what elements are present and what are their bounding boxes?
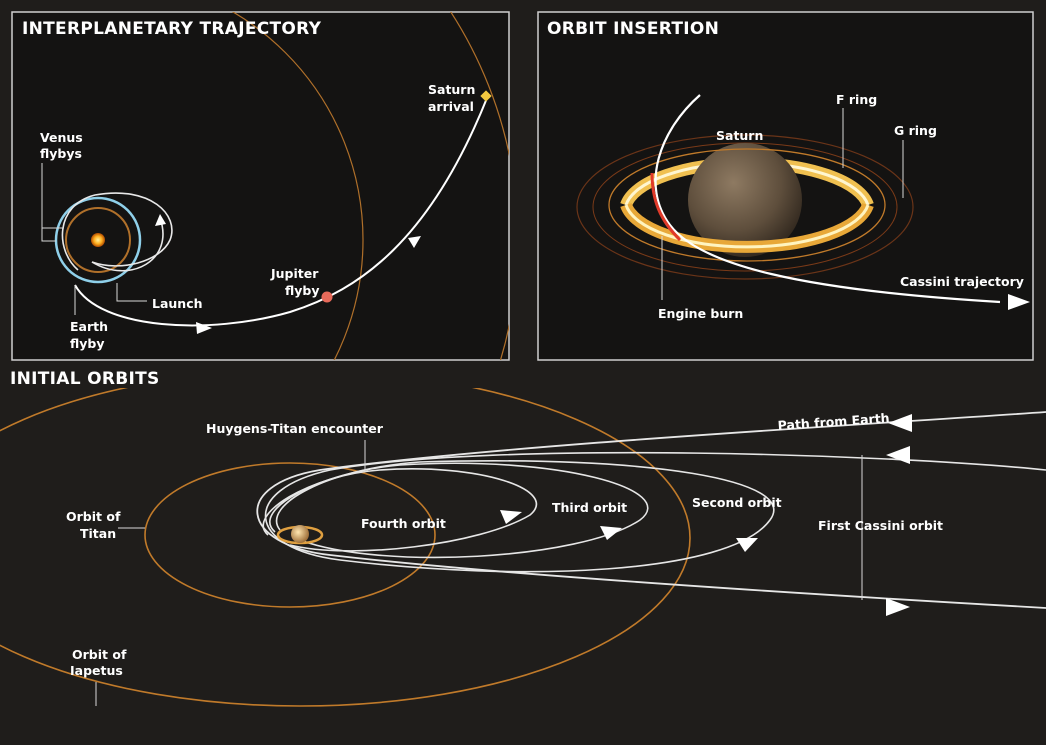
cassini-trajectory-arrow-icon <box>1008 294 1030 310</box>
fourth-orbit-arrow-icon <box>500 510 522 524</box>
titan-label-line1: Orbit of <box>66 509 121 524</box>
venus-loop-path <box>61 192 173 271</box>
cassini-insertion-trajectory <box>654 94 1001 304</box>
path-from-earth-arrow-icon <box>888 414 912 432</box>
jupiter-label-line2: flyby <box>285 283 320 298</box>
earth-label-line1: Earth <box>70 319 108 334</box>
engine-burn-segment <box>650 172 682 242</box>
second-orbit-path <box>264 451 1046 573</box>
saturn-arrival-line2: arrival <box>428 99 474 114</box>
launch-label: Launch <box>152 296 203 311</box>
interplanetary-trajectory <box>74 97 488 327</box>
saturn-arrival-line1: Saturn <box>428 82 475 97</box>
fourth-orbit-label: Fourth orbit <box>361 516 446 531</box>
initial-orbits-panel: INITIAL ORBITS Huygens-Titan enc <box>0 369 1046 707</box>
interplanetary-title: INTERPLANETARY TRAJECTORY <box>22 19 322 39</box>
iapetus-label-line1: Orbit of <box>72 647 127 662</box>
loop-arrow-icon <box>155 214 166 226</box>
venus-loop-path-2 <box>91 217 164 272</box>
jupiter-orbit-arc <box>231 12 364 360</box>
trajectory-arrow-icon-2 <box>408 236 421 248</box>
venus-leader-line <box>41 163 56 242</box>
venus-label-line2: flybys <box>40 146 82 161</box>
g-ring-label: G ring <box>894 123 937 138</box>
interplanetary-panel: INTERPLANETARY TRAJECTORY Venus flybys L… <box>11 11 510 361</box>
second-orbit-label: Second orbit <box>692 495 782 510</box>
engine-burn-label: Engine burn <box>658 306 743 321</box>
third-orbit-label: Third orbit <box>552 500 627 515</box>
ring-front-highlight <box>624 204 870 249</box>
jupiter-label-line1: Jupiter <box>270 266 319 281</box>
orbit-of-iapetus <box>0 388 691 707</box>
f-ring <box>608 148 886 262</box>
interplanetary-panel-frame <box>11 11 510 361</box>
first-orbit-arrow-icon <box>886 598 910 616</box>
g-ring-outer <box>576 134 914 280</box>
f-ring-label: F ring <box>836 92 877 107</box>
return-arrow-icon <box>886 446 910 464</box>
cassini-trajectory-label: Cassini trajectory <box>900 274 1024 289</box>
earth-label-line2: flyby <box>70 336 105 351</box>
earth-orbit <box>65 207 131 273</box>
initial-orbits-title: INITIAL ORBITS <box>10 369 160 389</box>
first-cassini-orbit-path <box>256 411 1046 609</box>
orbit-of-titan <box>144 462 436 608</box>
launch-leader-line <box>116 283 147 302</box>
sun-icon <box>91 233 105 247</box>
orbit-insertion-title: ORBIT INSERTION <box>547 19 719 39</box>
trajectory-arrow-icon <box>196 322 212 334</box>
huygens-titan-label: Huygens-Titan encounter <box>206 421 384 436</box>
saturn-label: Saturn <box>716 128 763 143</box>
saturn-planet <box>688 143 802 257</box>
orbit-insertion-panel: ORBIT INSERTION Saturn F ring G ring Eng… <box>537 11 1034 361</box>
iapetus-label-line2: Iapetus <box>70 663 123 678</box>
first-cassini-orbit-label: First Cassini orbit <box>818 518 943 533</box>
small-saturn-planet <box>291 525 309 543</box>
path-from-earth-label: Path from Earth <box>777 410 890 433</box>
venus-label-line1: Venus <box>40 130 83 145</box>
venus-orbit <box>54 196 142 284</box>
third-orbit-arrow-icon <box>600 526 622 540</box>
jupiter-marker <box>321 291 333 303</box>
fourth-orbit-path <box>262 468 538 552</box>
second-orbit-arrow-icon <box>736 538 758 552</box>
titan-label-line2: Titan <box>80 526 116 541</box>
